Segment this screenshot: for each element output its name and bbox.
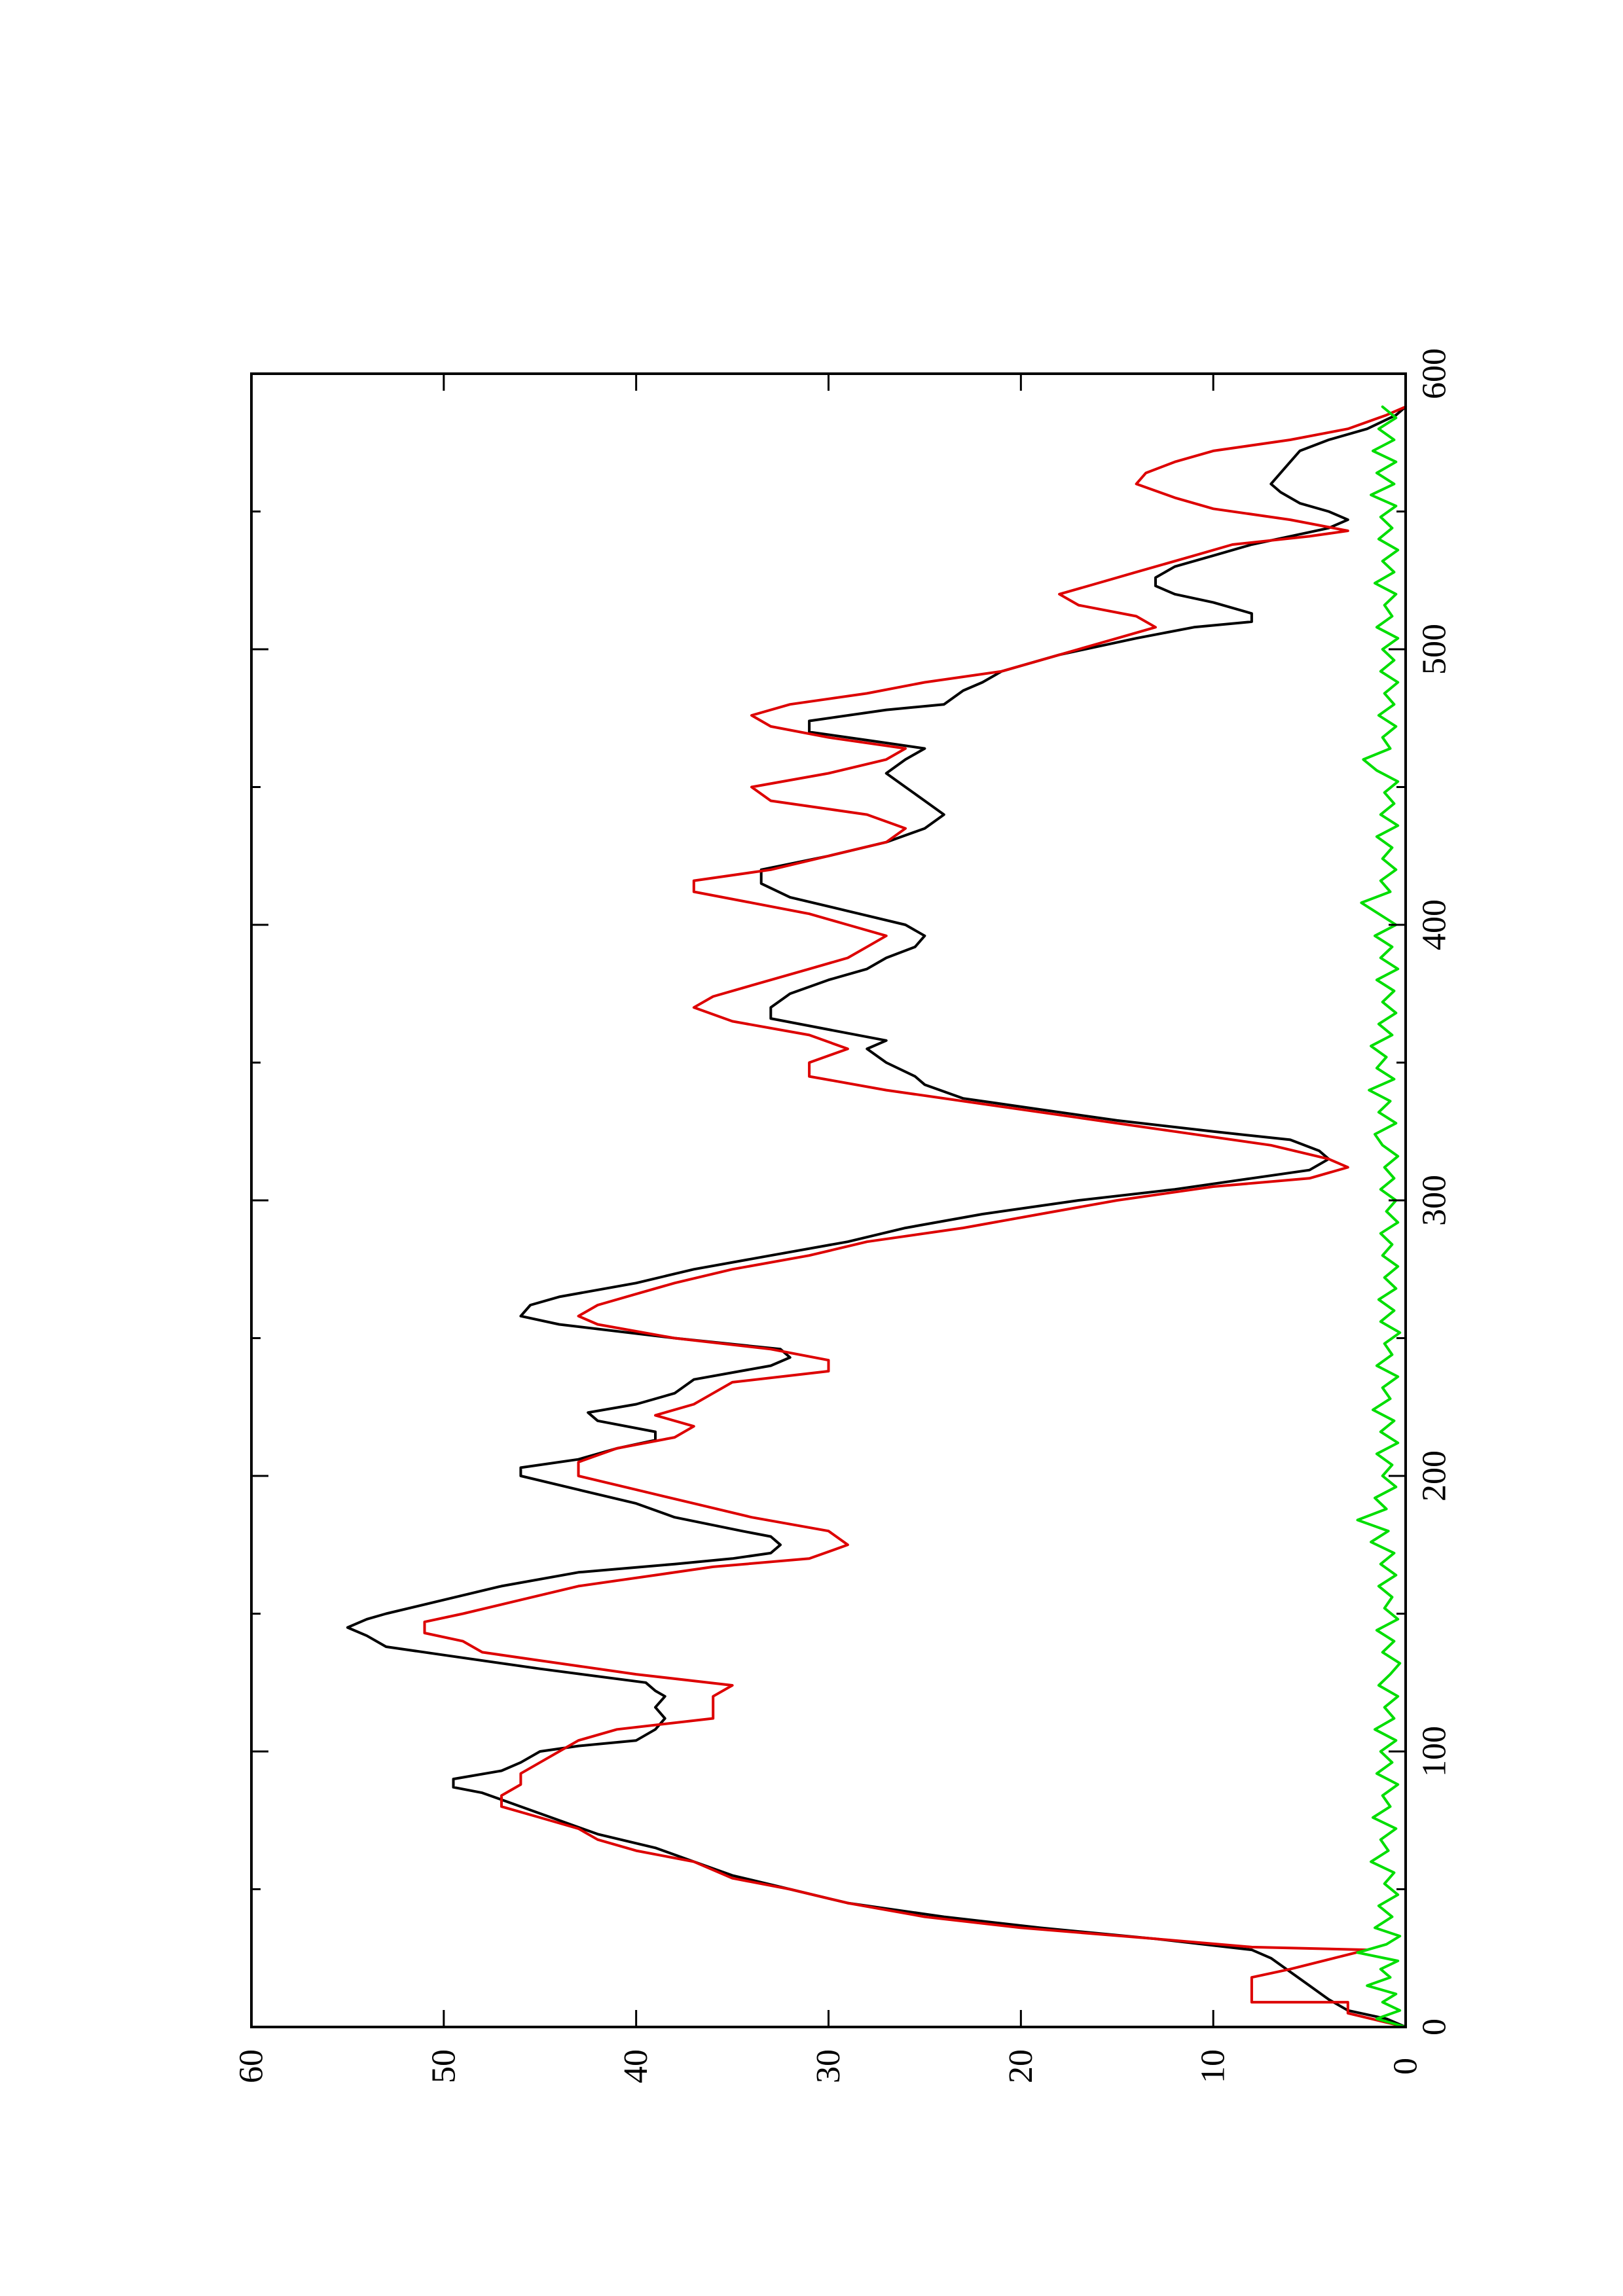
x-tick-label: 600 <box>1416 348 1453 399</box>
plot-frame <box>250 372 1407 2028</box>
series-line-1 <box>346 405 1407 2028</box>
y-tick-label: 30 <box>810 2049 847 2083</box>
y-tick-label: 50 <box>425 2049 462 2083</box>
y-tick-label: 10 <box>1195 2049 1232 2083</box>
labels-layer: 0 100 200 300 400 500 600 0 10 20 30 40 50 60 <box>233 348 1453 2083</box>
ticks-layer <box>250 372 1407 2028</box>
x-tick-label: 0 <box>1416 2018 1453 2036</box>
series-line-3 <box>1356 405 1407 2028</box>
x-tick-label: 500 <box>1416 624 1453 675</box>
x-tick-label: 300 <box>1416 1175 1453 1226</box>
y-tick-label: 40 <box>617 2049 655 2083</box>
x-tick-label: 400 <box>1416 899 1453 950</box>
series-line-2 <box>423 405 1407 2028</box>
x-tick-label: 100 <box>1416 1726 1453 1777</box>
x-tick-label: 200 <box>1416 1450 1453 1501</box>
y-tick-label: 0 <box>1387 2058 1425 2075</box>
y-tick-label: 60 <box>233 2049 270 2083</box>
series-layer <box>346 405 1407 2028</box>
y-tick-label: 20 <box>1002 2049 1040 2083</box>
